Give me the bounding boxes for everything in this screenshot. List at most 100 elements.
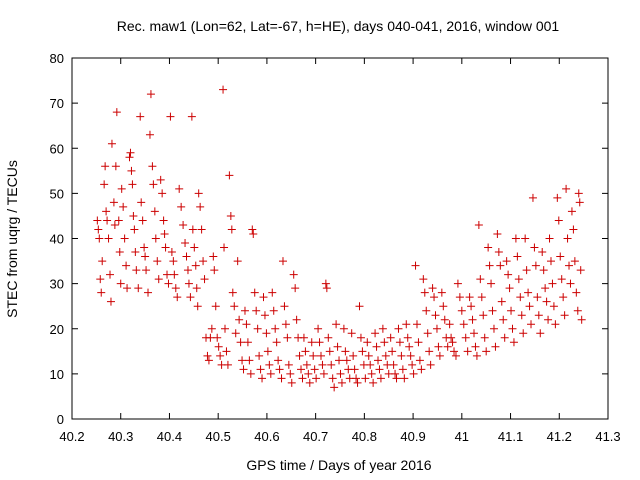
data-point [100,180,109,189]
data-point [544,315,553,324]
data-point [260,311,269,320]
data-point [204,356,213,365]
x-tick-label: 40.6 [254,429,279,444]
data-point [114,216,123,225]
data-point [192,284,201,293]
data-point [258,374,267,383]
data-point [312,374,321,383]
data-point [127,166,136,175]
data-point [352,374,361,383]
data-point [451,351,460,360]
data-point [269,306,278,315]
data-point [525,302,534,311]
data-point [576,266,585,275]
data-point [227,225,236,234]
data-point [221,324,230,333]
data-point [463,347,472,356]
data-point [94,225,103,234]
data-point [128,180,137,189]
data-point [528,193,537,202]
data-point [140,243,149,252]
data-point [119,202,128,211]
data-point [256,365,265,374]
data-point [539,266,548,275]
data-point [316,351,325,360]
data-point [335,356,344,365]
data-point [309,351,318,360]
data-point [310,365,319,374]
data-point [196,202,205,211]
data-point [156,175,165,184]
data-point [355,302,364,311]
data-point [398,365,407,374]
data-point [507,306,516,315]
y-tick-label: 80 [50,51,64,66]
data-point [197,225,206,234]
data-point [115,248,124,257]
data-point [374,356,383,365]
data-point [405,342,414,351]
data-point [502,257,511,266]
data-point [545,234,554,243]
data-point [430,293,439,302]
data-point [565,261,574,270]
y-tick-label: 40 [50,232,64,247]
data-point [536,329,545,338]
data-point [428,284,437,293]
data-point [349,351,358,360]
data-point [381,351,390,360]
data-point [194,189,203,198]
data-point [577,315,586,324]
x-tick-label: 41.3 [595,429,620,444]
data-point [183,266,192,275]
data-point [106,297,115,306]
data-point [210,266,219,275]
data-point [569,225,578,234]
data-point [184,279,193,288]
data-point [364,351,373,360]
data-point [556,252,565,261]
chart-title: Rec. maw1 (Lon=62, Lat=-67, h=HE), days … [117,18,560,34]
data-point [298,374,307,383]
data-point [572,288,581,297]
data-point [538,248,547,257]
data-point [103,216,112,225]
data-point [106,270,115,279]
data-point [144,288,153,297]
data-point [171,284,180,293]
data-point [505,284,514,293]
data-point [169,257,178,266]
data-point [400,374,409,383]
data-point [187,112,196,121]
x-tick-label: 41 [455,429,469,444]
data-point [274,356,283,365]
data-point [479,311,488,320]
data-point [369,378,378,387]
data-point [356,333,365,342]
data-point [324,333,333,342]
data-point [363,338,372,347]
data-point [214,342,223,351]
data-point [236,338,245,347]
y-tick-label: 60 [50,141,64,156]
data-point [457,306,466,315]
data-point [511,234,520,243]
data-point [358,347,367,356]
data-point [372,342,381,351]
data-point [314,324,323,333]
data-point [305,378,314,387]
data-point [325,347,334,356]
data-point [281,320,290,329]
data-point [138,216,147,225]
data-point [245,356,254,365]
data-point [465,293,474,302]
data-point [378,324,387,333]
data-point [102,207,111,216]
data-point [203,351,212,360]
data-point [425,347,434,356]
data-point [216,351,225,360]
data-point [353,378,362,387]
data-point [371,329,380,338]
data-point [167,248,176,257]
